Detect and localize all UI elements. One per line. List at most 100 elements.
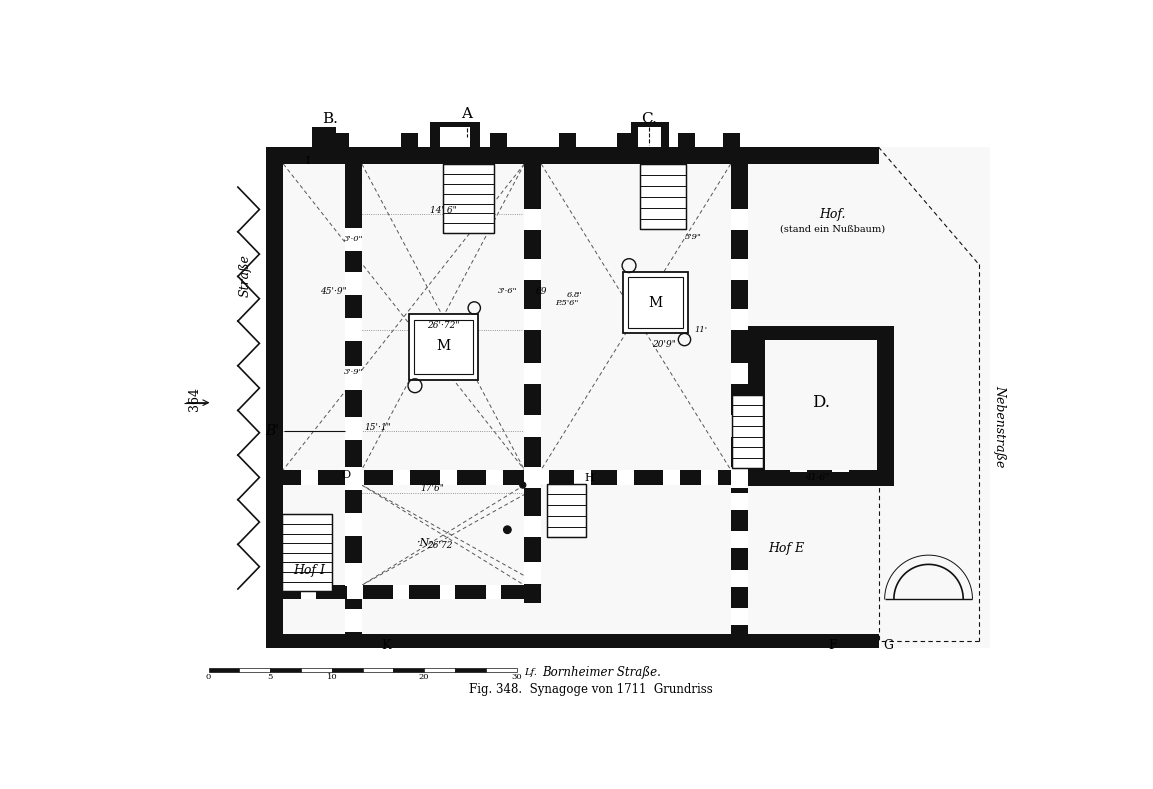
Bar	[281, 514, 332, 591]
Text: 6.8': 6.8'	[566, 291, 582, 299]
Circle shape	[520, 482, 526, 488]
Bar	[631, 122, 669, 148]
Bar	[731, 608, 747, 625]
Bar	[414, 320, 473, 374]
Text: M: M	[436, 339, 451, 353]
Text: Hof.: Hof.	[819, 208, 845, 221]
Text: 364: 364	[188, 387, 202, 411]
Bar	[347, 585, 362, 599]
Bar	[678, 133, 695, 148]
Bar	[439, 585, 455, 599]
Text: Lf.: Lf.	[525, 668, 537, 678]
Text: 15'·1": 15'·1"	[364, 423, 391, 432]
Bar	[732, 395, 763, 468]
Text: P.5'6": P.5'6"	[555, 298, 579, 307]
Text: 3'·6": 3'·6"	[498, 287, 517, 295]
Bar	[744, 469, 761, 485]
Bar	[301, 668, 332, 672]
Bar	[455, 668, 485, 672]
Bar	[731, 570, 747, 587]
Text: D.: D.	[812, 394, 830, 411]
Text: A: A	[461, 107, 472, 121]
Text: B': B'	[265, 424, 279, 438]
Bar	[345, 609, 362, 632]
Bar	[209, 668, 240, 672]
Bar	[548, 484, 586, 537]
Bar	[266, 585, 541, 599]
Bar	[617, 133, 634, 148]
Bar	[559, 133, 575, 148]
Bar	[731, 531, 747, 548]
Bar	[266, 634, 879, 648]
Bar	[525, 308, 541, 331]
Bar	[347, 469, 364, 485]
Text: 14' 6": 14' 6"	[430, 206, 457, 215]
Bar	[266, 147, 284, 642]
Text: I: I	[304, 156, 309, 166]
Bar	[332, 133, 348, 148]
Text: 17'6": 17'6"	[420, 484, 444, 493]
Bar	[345, 228, 362, 251]
Bar	[747, 472, 880, 486]
Bar	[439, 127, 470, 147]
Bar	[311, 127, 337, 148]
Bar	[639, 127, 662, 147]
Bar	[301, 469, 318, 485]
Bar	[731, 493, 747, 510]
Bar	[345, 366, 362, 390]
Text: 3'·9": 3'·9"	[344, 368, 363, 376]
Text: 3'9": 3'9"	[685, 233, 702, 241]
Bar	[731, 415, 747, 436]
Text: (stand ein Nußbaum): (stand ein Nußbaum)	[779, 225, 884, 234]
Bar	[623, 271, 688, 334]
Text: 0: 0	[206, 673, 211, 681]
Bar	[240, 668, 270, 672]
Bar	[731, 308, 747, 331]
Bar	[731, 363, 747, 384]
Bar	[764, 339, 877, 472]
Bar	[525, 208, 541, 230]
Bar	[485, 585, 502, 599]
Bar	[393, 668, 424, 672]
Text: G: G	[883, 639, 894, 652]
Bar	[548, 484, 586, 537]
Bar	[723, 133, 740, 148]
Bar	[663, 469, 680, 485]
Bar	[877, 326, 894, 486]
Bar	[345, 417, 362, 439]
Bar	[393, 469, 410, 485]
Bar	[617, 469, 634, 485]
Bar	[525, 466, 541, 488]
Bar	[301, 585, 316, 599]
Bar	[532, 469, 549, 485]
Text: 5: 5	[267, 673, 273, 681]
Bar	[332, 668, 362, 672]
Text: 10: 10	[326, 673, 337, 681]
Bar	[701, 469, 718, 485]
Bar	[731, 259, 747, 280]
Text: 69: 69	[535, 286, 547, 296]
Text: 3'·0": 3'·0"	[344, 235, 363, 244]
Bar	[525, 485, 541, 603]
Bar	[345, 271, 362, 295]
Text: K: K	[380, 639, 391, 652]
Bar	[490, 133, 506, 148]
Bar	[401, 133, 419, 148]
Bar	[747, 326, 764, 472]
Bar	[790, 469, 807, 485]
Bar	[345, 466, 362, 490]
Text: Bornheimer Straße.: Bornheimer Straße.	[542, 667, 661, 679]
Bar	[345, 652, 362, 675]
Bar	[345, 147, 362, 640]
Text: 20: 20	[419, 673, 429, 681]
Text: O: O	[341, 470, 351, 480]
Bar	[525, 415, 541, 436]
Bar	[393, 585, 409, 599]
Bar	[640, 164, 686, 230]
Bar	[525, 147, 541, 472]
Bar	[525, 363, 541, 384]
Bar	[362, 668, 393, 672]
Text: 26'72: 26'72	[427, 540, 452, 550]
Text: Hof I: Hof I	[293, 564, 325, 577]
Bar	[444, 164, 493, 234]
